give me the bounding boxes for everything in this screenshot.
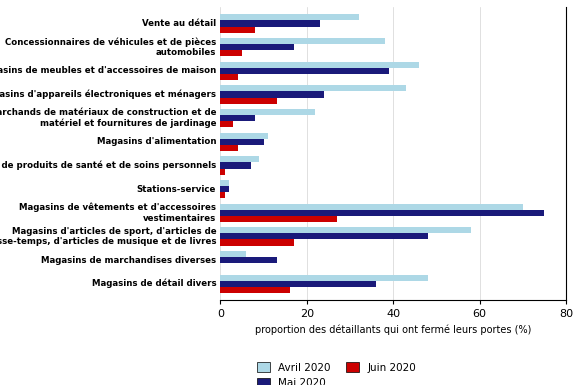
- Bar: [220, 109, 316, 115]
- X-axis label: proportion des détaillants qui ont fermé leurs portes (%): proportion des détaillants qui ont fermé…: [255, 325, 531, 335]
- Bar: [220, 169, 224, 175]
- Bar: [220, 233, 428, 239]
- Bar: [220, 121, 233, 127]
- Bar: [220, 162, 251, 169]
- Bar: [220, 180, 229, 186]
- Bar: [220, 251, 246, 257]
- Bar: [220, 257, 277, 263]
- Bar: [220, 156, 259, 162]
- Bar: [220, 192, 224, 198]
- Bar: [220, 27, 255, 33]
- Bar: [220, 91, 324, 97]
- Bar: [220, 50, 242, 56]
- Bar: [220, 281, 376, 287]
- Bar: [220, 74, 238, 80]
- Bar: [220, 62, 419, 68]
- Bar: [220, 68, 389, 74]
- Bar: [220, 44, 294, 50]
- Bar: [220, 239, 294, 246]
- Bar: [220, 115, 255, 121]
- Legend: Avril 2020, Mai 2020, Juin 2020: Avril 2020, Mai 2020, Juin 2020: [253, 358, 420, 385]
- Bar: [220, 97, 277, 104]
- Bar: [220, 85, 406, 91]
- Bar: [220, 20, 320, 27]
- Bar: [220, 275, 428, 281]
- Bar: [220, 227, 471, 233]
- Bar: [220, 145, 238, 151]
- Bar: [220, 14, 358, 20]
- Bar: [220, 186, 229, 192]
- Bar: [220, 38, 385, 44]
- Bar: [220, 204, 523, 210]
- Bar: [220, 139, 263, 145]
- Bar: [220, 216, 337, 222]
- Bar: [220, 132, 268, 139]
- Bar: [220, 287, 289, 293]
- Bar: [220, 210, 545, 216]
